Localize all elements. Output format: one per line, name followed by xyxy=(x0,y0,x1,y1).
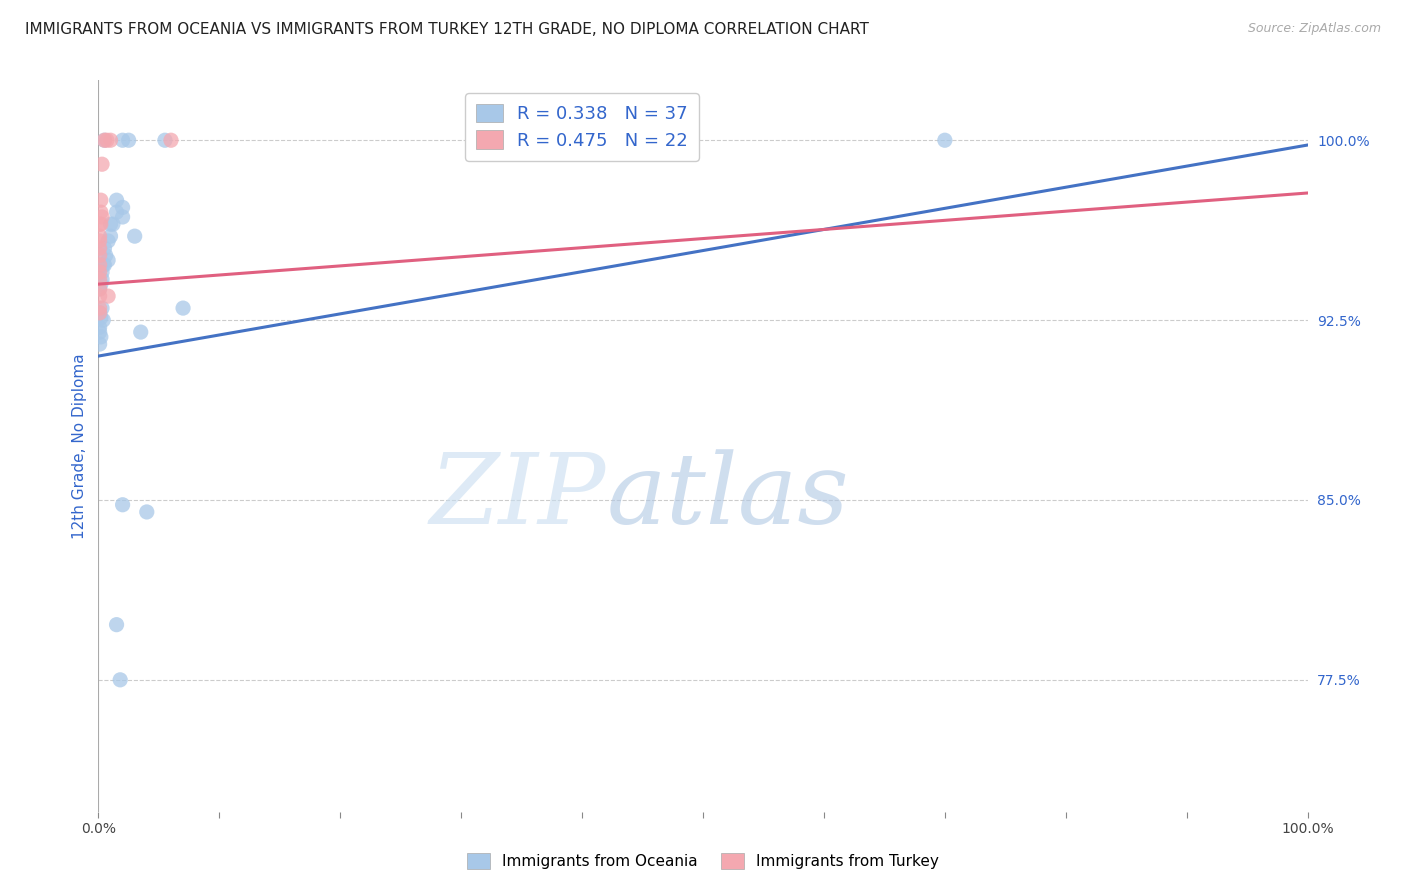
Point xyxy=(89,234,111,248)
Point xyxy=(89,248,111,262)
Y-axis label: 12th Grade, No Diploma: 12th Grade, No Diploma xyxy=(72,353,87,539)
Point xyxy=(90,193,112,207)
Point xyxy=(89,258,111,272)
Point xyxy=(111,200,134,214)
Legend: Immigrants from Oceania, Immigrants from Turkey: Immigrants from Oceania, Immigrants from… xyxy=(461,847,945,875)
Point xyxy=(90,310,112,325)
Point xyxy=(89,265,111,279)
Point xyxy=(111,498,134,512)
Point xyxy=(96,133,118,147)
Point xyxy=(89,306,111,320)
Point xyxy=(97,234,120,248)
Point xyxy=(108,673,131,687)
Point xyxy=(90,277,112,292)
Point xyxy=(111,210,134,224)
Point xyxy=(90,205,112,219)
Point xyxy=(111,133,134,147)
Point xyxy=(91,258,114,272)
Point xyxy=(129,325,152,339)
Point xyxy=(89,229,111,244)
Point xyxy=(105,617,128,632)
Point xyxy=(93,133,115,147)
Point xyxy=(91,210,114,224)
Point xyxy=(93,133,115,147)
Point xyxy=(89,217,111,231)
Text: atlas: atlas xyxy=(606,450,849,545)
Point xyxy=(172,301,194,315)
Point xyxy=(93,241,115,255)
Point xyxy=(160,133,183,147)
Point xyxy=(97,289,120,303)
Point xyxy=(89,325,111,339)
Point xyxy=(91,157,114,171)
Point xyxy=(124,229,146,244)
Legend: R = 0.338   N = 37, R = 0.475   N = 22: R = 0.338 N = 37, R = 0.475 N = 22 xyxy=(465,93,699,161)
Point xyxy=(91,265,114,279)
Point xyxy=(89,289,111,303)
Text: Source: ZipAtlas.com: Source: ZipAtlas.com xyxy=(1247,22,1381,36)
Point xyxy=(89,320,111,334)
Point xyxy=(105,205,128,219)
Point xyxy=(90,217,112,231)
Point xyxy=(97,253,120,268)
Point xyxy=(105,193,128,207)
Point xyxy=(89,272,111,286)
Point xyxy=(94,248,117,262)
Point xyxy=(89,282,111,296)
Text: ZIP: ZIP xyxy=(430,450,606,545)
Point xyxy=(91,313,114,327)
Point xyxy=(101,217,124,231)
Point xyxy=(118,133,141,147)
Point xyxy=(89,282,111,296)
Point xyxy=(100,133,122,147)
Point xyxy=(934,133,956,147)
Point xyxy=(89,301,111,315)
Point xyxy=(89,306,111,320)
Point xyxy=(89,241,111,255)
Text: IMMIGRANTS FROM OCEANIA VS IMMIGRANTS FROM TURKEY 12TH GRADE, NO DIPLOMA CORRELA: IMMIGRANTS FROM OCEANIA VS IMMIGRANTS FR… xyxy=(25,22,869,37)
Point xyxy=(153,133,176,147)
Point xyxy=(90,330,112,344)
Point xyxy=(100,229,122,244)
Point xyxy=(93,258,115,272)
Point xyxy=(100,217,122,231)
Point xyxy=(91,272,114,286)
Point xyxy=(91,301,114,315)
Point xyxy=(135,505,157,519)
Point xyxy=(89,337,111,351)
